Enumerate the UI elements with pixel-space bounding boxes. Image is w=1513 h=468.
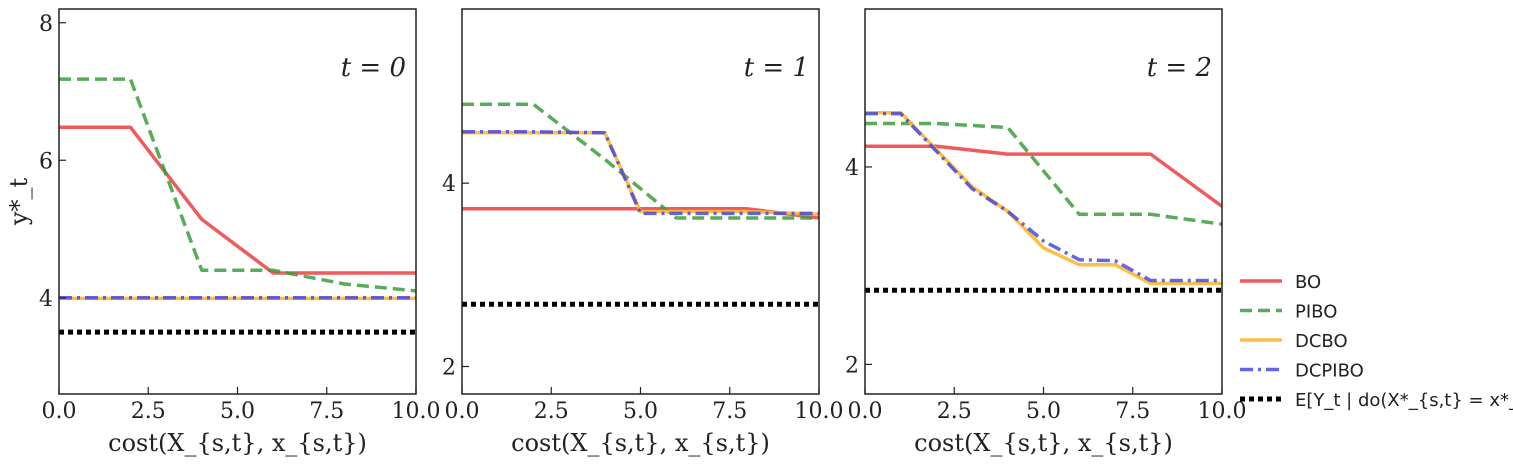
panel-label: t = 0: [341, 53, 406, 83]
series-line-dcpibo: [462, 130, 819, 216]
series-line-dcbo: [462, 131, 819, 217]
x-tick-label: 2.5: [131, 399, 166, 424]
panel-2: 0.0 2.5 5.0 7.5 10.0 2 4 t = 2 cost(X_{s,t}, x_{…: [845, 8, 1247, 457]
x-tick-label: 7.5: [712, 399, 747, 424]
series-line-pibo: [865, 121, 1222, 226]
x-axis-label: cost(X_{s,t}, x_{s,t}): [511, 429, 770, 457]
y-tick-label: 2: [845, 353, 859, 378]
legend: BO PIBO DCBO DCPIBO E[Y_t | do(X*_{s,t} = x*…: [1240, 272, 1513, 411]
series-line-bo: [59, 125, 416, 275]
x-tick-label: 0.0: [848, 399, 883, 424]
x-tick-label: 0.0: [445, 399, 480, 424]
series-line-pibo: [462, 102, 819, 220]
y-tick-label: 4: [845, 156, 859, 181]
x-tick-label: 2.5: [937, 399, 972, 424]
x-tick-label: 5.0: [623, 399, 658, 424]
legend-label: BO: [1295, 272, 1321, 293]
x-tick-label: 2.5: [534, 399, 569, 424]
series-line-bo: [865, 144, 1222, 208]
x-tick-label: 7.5: [309, 399, 344, 424]
x-axis-label: cost(X_{s,t}, x_{s,t}): [914, 429, 1173, 457]
x-tick-label: 0.0: [42, 399, 77, 424]
series-line-dcpibo: [865, 111, 1222, 283]
y-tick-label: 4: [442, 172, 456, 197]
y-tick-label: 8: [39, 12, 53, 37]
x-tick-label: 7.5: [1115, 399, 1150, 424]
panel-1: 0.0 2.5 5.0 7.5 10.0 2 4 t = 1 cost(X_{s,t}, x_{…: [442, 8, 844, 457]
y-tick-label: 4: [39, 287, 53, 312]
series-line-dcbo: [865, 110, 1222, 286]
legend-label: E[Y_t | do(X*_{s,t} = x*_{s,t})]: [1295, 390, 1513, 411]
x-tick-label: 5.0: [220, 399, 255, 424]
x-tick-label: 10.0: [392, 399, 441, 424]
x-tick-label: 10.0: [1198, 399, 1247, 424]
legend-label: DCPIBO: [1295, 361, 1364, 382]
y-tick-label: 6: [39, 149, 53, 174]
x-tick-label: 10.0: [795, 399, 844, 424]
x-tick-label: 5.0: [1026, 399, 1061, 424]
x-axis-label: cost(X_{s,t}, x_{s,t}): [108, 429, 367, 457]
y-axis-label: y*_t: [5, 178, 33, 227]
panel-0: 0.0 2.5 5.0 7.5 10.0 4 6 8 t = 0 cost(X_{s,t}, x_…: [5, 8, 441, 457]
y-tick-label: 2: [442, 356, 456, 381]
legend-label: PIBO: [1295, 302, 1337, 323]
panel-label: t = 1: [744, 53, 809, 83]
panel-label: t = 2: [1147, 53, 1212, 83]
series-line-pibo: [59, 77, 416, 293]
legend-label: DCBO: [1295, 331, 1348, 352]
